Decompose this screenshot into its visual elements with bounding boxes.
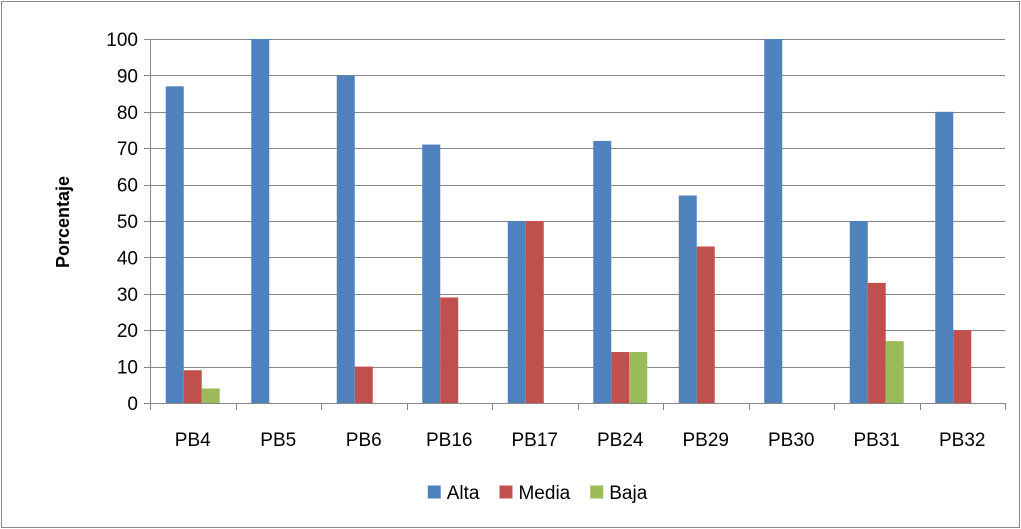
bar-media-pb17 — [525, 221, 544, 403]
x-tick-label-pb6: PB6 — [346, 430, 382, 451]
bar-media-pb4 — [183, 370, 202, 403]
x-tick-labels: PB4 PB5 PB6 PB16 PB17 PB24 PB29 PB30 PB31 PB32 — [175, 430, 986, 451]
y-tick-labels: 0 10 20 30 40 50 60 70 80 90 100 — [106, 30, 138, 415]
x-tick-label-pb32: PB32 — [939, 430, 985, 451]
y-tick-label-70: 70 — [117, 139, 138, 160]
legend: Alta Media Baja — [427, 483, 648, 504]
y-tick-label-80: 80 — [117, 103, 138, 124]
bar-media-pb6 — [354, 366, 373, 403]
legend-label-alta: Alta — [447, 483, 480, 504]
y-tick-label-30: 30 — [117, 285, 138, 306]
bar-baja-pb31 — [885, 341, 904, 403]
bar-media-pb24 — [611, 352, 630, 403]
y-tick-label-100: 100 — [106, 30, 138, 51]
bars — [165, 39, 972, 404]
bar-baja-pb24 — [629, 352, 648, 403]
bar-media-pb16 — [440, 297, 459, 403]
y-tick-label-20: 20 — [117, 321, 138, 342]
x-tick-label-pb5: PB5 — [260, 430, 296, 451]
x-tick-label-pb17: PB17 — [512, 430, 558, 451]
x-tick-label-pb29: PB29 — [683, 430, 729, 451]
x-tick-label-pb24: PB24 — [597, 430, 644, 451]
bar-baja-pb4 — [201, 388, 220, 403]
legend-swatch-media — [499, 485, 513, 499]
bar-alta-pb32 — [935, 111, 954, 404]
bar-alta-pb16 — [422, 144, 441, 403]
y-axis-title: Porcentaje — [53, 176, 73, 268]
axes — [144, 39, 1006, 410]
y-tick-label-90: 90 — [117, 66, 138, 87]
bar-alta-pb31 — [849, 221, 868, 403]
x-tick-label-pb31: PB31 — [854, 430, 900, 451]
bar-alta-pb29 — [678, 195, 697, 403]
bar-alta-pb17 — [507, 221, 526, 403]
bar-alta-pb4 — [165, 86, 184, 403]
bar-alta-pb24 — [593, 140, 612, 404]
x-tick-label-pb30: PB30 — [768, 430, 814, 451]
y-tick-label-50: 50 — [117, 212, 138, 233]
x-tick-label-pb4: PB4 — [175, 430, 211, 451]
bar-alta-pb6 — [336, 75, 355, 404]
bar-alta-pb30 — [764, 39, 783, 403]
legend-label-media: Media — [518, 483, 570, 504]
x-tick-label-pb16: PB16 — [426, 430, 472, 451]
y-tick-label-40: 40 — [117, 248, 138, 269]
bar-media-pb31 — [867, 282, 886, 403]
y-tick-label-10: 10 — [117, 358, 138, 379]
y-tick-label-0: 0 — [127, 394, 138, 415]
legend-label-baja: Baja — [609, 483, 647, 504]
bar-media-pb32 — [953, 330, 972, 403]
legend-swatch-baja — [590, 485, 604, 499]
y-tick-label-60: 60 — [117, 176, 138, 197]
bar-media-pb29 — [696, 246, 715, 403]
legend-swatch-alta — [427, 485, 441, 499]
bar-alta-pb5 — [251, 39, 270, 403]
